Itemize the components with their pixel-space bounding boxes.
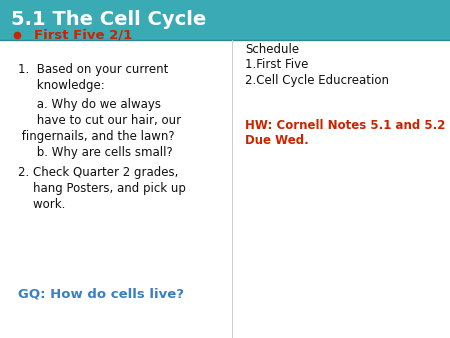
Text: Due Wed.: Due Wed. xyxy=(245,135,309,147)
Text: have to cut our hair, our: have to cut our hair, our xyxy=(18,114,181,127)
Text: work.: work. xyxy=(18,198,65,211)
Text: knowledge:: knowledge: xyxy=(18,79,105,92)
Text: GQ: How do cells live?: GQ: How do cells live? xyxy=(18,288,184,300)
Text: 5.1 The Cell Cycle: 5.1 The Cell Cycle xyxy=(11,10,207,29)
Text: 1.  Based on your current: 1. Based on your current xyxy=(18,63,168,76)
Text: a. Why do we always: a. Why do we always xyxy=(18,98,161,111)
Text: fingernails, and the lawn?: fingernails, and the lawn? xyxy=(18,130,175,143)
Text: 2. Check Quarter 2 grades,: 2. Check Quarter 2 grades, xyxy=(18,166,178,179)
Text: b. Why are cells small?: b. Why are cells small? xyxy=(18,146,173,159)
Text: hang Posters, and pick up: hang Posters, and pick up xyxy=(18,182,186,195)
FancyBboxPatch shape xyxy=(0,0,450,40)
Text: 1.First Five: 1.First Five xyxy=(245,58,309,71)
Text: HW: Cornell Notes 5.1 and 5.2 –: HW: Cornell Notes 5.1 and 5.2 – xyxy=(245,119,450,131)
Text: 2.Cell Cycle Educreation: 2.Cell Cycle Educreation xyxy=(245,74,389,87)
Text: First Five 2/1: First Five 2/1 xyxy=(34,29,132,42)
Text: Schedule: Schedule xyxy=(245,43,299,55)
